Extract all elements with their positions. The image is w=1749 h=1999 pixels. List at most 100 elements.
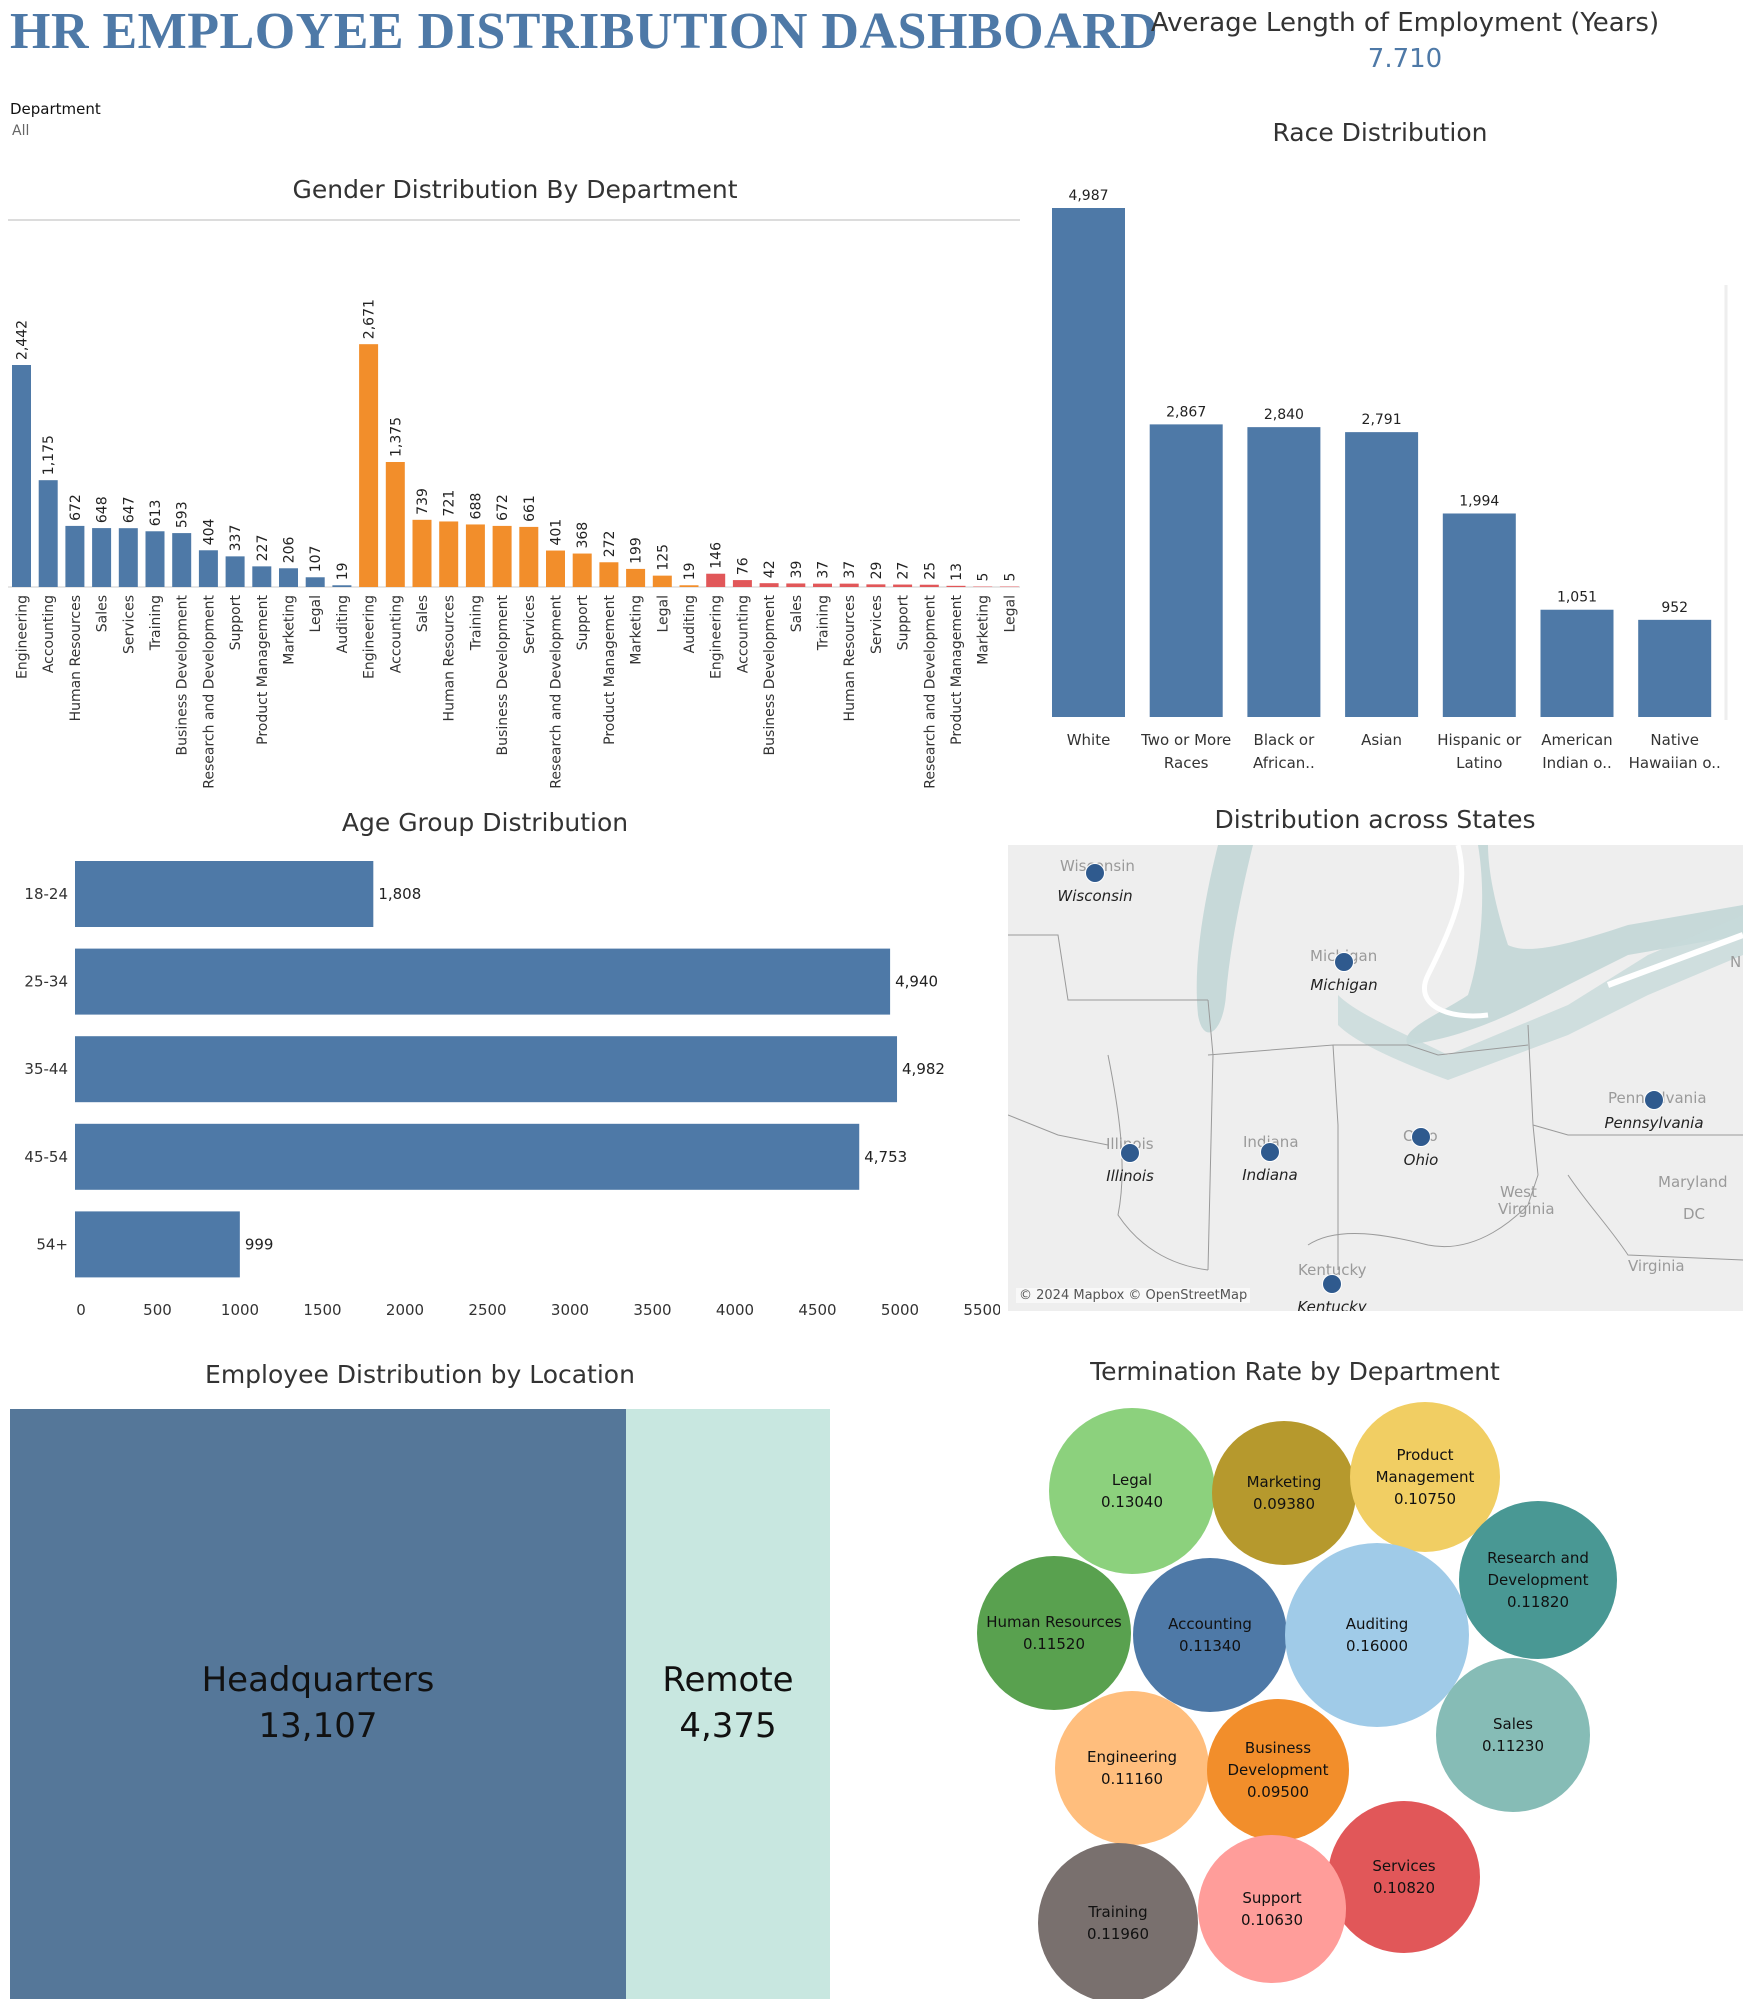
termination-bubble[interactable]: Sales 0.11230	[1436, 1658, 1590, 1812]
termination-bubble[interactable]: Engineering 0.11160	[1055, 1691, 1209, 1845]
bubble-value: 0.11960	[1087, 1925, 1149, 1943]
race-bar-label: 952	[1661, 600, 1688, 616]
state-marker[interactable]	[1260, 1142, 1280, 1162]
gender-bar[interactable]	[92, 528, 112, 587]
race-bar-label: 2,867	[1166, 404, 1206, 420]
gender-bar[interactable]	[839, 583, 859, 587]
gender-bar[interactable]	[572, 553, 592, 587]
gender-bar[interactable]	[38, 480, 58, 587]
gender-tick-label: Legal	[655, 595, 671, 633]
gender-bar[interactable]	[492, 525, 512, 587]
gender-bar[interactable]	[946, 585, 966, 587]
gender-bar[interactable]	[252, 566, 272, 587]
bubble-label: Services	[1372, 1857, 1435, 1875]
gender-bar[interactable]	[172, 533, 192, 587]
state-marker[interactable]	[1120, 1143, 1140, 1163]
gender-bar-label: 107	[308, 546, 324, 573]
age-category-label: 25-34	[24, 973, 68, 991]
states-map[interactable]: Wisconsin Michigan Illinois Indiana Ohio Penn…	[1008, 845, 1743, 1311]
termination-bubble[interactable]: Product Management 0.10750	[1350, 1402, 1500, 1552]
gender-bar[interactable]	[652, 575, 672, 587]
termination-bubble[interactable]: Services 0.10820	[1328, 1801, 1480, 1953]
gender-bar[interactable]	[465, 524, 485, 587]
gender-bar[interactable]	[866, 584, 886, 587]
gender-bar[interactable]	[279, 568, 298, 587]
state-marker[interactable]	[1085, 863, 1105, 883]
gender-bar[interactable]	[679, 585, 699, 587]
gender-bar[interactable]	[385, 462, 405, 587]
termination-bubble[interactable]: Business Development 0.09500	[1207, 1699, 1349, 1841]
state-marker[interactable]	[1334, 952, 1354, 972]
gender-bar[interactable]	[893, 584, 913, 587]
gender-bar[interactable]	[759, 583, 779, 587]
treemap-headquarters[interactable]: Headquarters 13,107	[10, 1409, 626, 1999]
gender-bar-label: 5	[1002, 573, 1018, 582]
gender-tick-label: Marketing	[976, 595, 992, 665]
race-bar[interactable]	[1149, 424, 1223, 717]
state-marker[interactable]	[1411, 1127, 1431, 1147]
gender-tick-label: Marketing	[629, 595, 645, 665]
gender-bar[interactable]	[412, 519, 432, 587]
termination-bubble[interactable]: Accounting 0.11340	[1133, 1558, 1287, 1712]
gender-bar[interactable]	[706, 573, 726, 587]
age-bar[interactable]	[75, 1123, 860, 1190]
age-bar[interactable]	[75, 1211, 240, 1278]
gender-tick-label: Research and Development	[549, 594, 565, 788]
gender-tick-label: Auditing	[335, 595, 351, 653]
gender-bar[interactable]	[546, 550, 565, 587]
bubble-label: Accounting	[1168, 1615, 1252, 1633]
gender-bar[interactable]	[332, 585, 352, 587]
age-bar[interactable]	[75, 948, 891, 1015]
department-filter-select[interactable]: All	[12, 123, 30, 139]
gender-tick-label: Marketing	[282, 595, 298, 665]
location-chart-title: Employee Distribution by Location	[205, 1360, 635, 1389]
treemap-remote[interactable]: Remote 4,375	[626, 1409, 830, 1999]
termination-bubble[interactable]: Support 0.10630	[1198, 1835, 1346, 1983]
state-marker[interactable]	[1322, 1274, 1342, 1294]
gender-bar[interactable]	[198, 550, 218, 587]
race-bar[interactable]	[1442, 513, 1516, 717]
gender-bar[interactable]	[439, 521, 459, 587]
gender-bar[interactable]	[813, 583, 832, 587]
termination-bubble[interactable]: Legal 0.13040	[1049, 1408, 1215, 1574]
map-attribution[interactable]: © 2024 Mapbox © OpenStreetMap	[1016, 1288, 1251, 1303]
gender-bar[interactable]	[225, 556, 245, 587]
gender-bar[interactable]	[65, 525, 85, 587]
gender-bar[interactable]	[919, 584, 939, 587]
termination-bubble[interactable]: Human Resources 0.11520	[977, 1556, 1131, 1710]
race-bar[interactable]	[1247, 427, 1321, 717]
gender-bar[interactable]	[305, 577, 325, 587]
race-bar[interactable]	[1052, 208, 1125, 717]
map-place-label: N	[1730, 953, 1742, 971]
gender-tick-label: Services	[121, 595, 137, 654]
race-bar[interactable]	[1345, 432, 1419, 717]
gender-bar[interactable]	[359, 344, 379, 587]
termination-bubble[interactable]: Auditing 0.16000	[1285, 1543, 1469, 1727]
age-bar[interactable]	[75, 1036, 898, 1103]
gender-bar[interactable]	[626, 568, 646, 587]
state-marker[interactable]	[1644, 1090, 1664, 1110]
gender-bar[interactable]	[12, 365, 31, 587]
gender-bar[interactable]	[732, 580, 752, 587]
gender-bar-label: 37	[816, 561, 832, 579]
gender-bar-label: 688	[468, 493, 484, 520]
gender-bar[interactable]	[519, 526, 539, 587]
race-bar[interactable]	[1540, 609, 1614, 717]
gender-bar-label: 19	[335, 562, 351, 580]
termination-bubble[interactable]: Research and Development 0.11820	[1459, 1501, 1617, 1659]
bubble-label: Sales	[1493, 1715, 1533, 1733]
gender-bar-label: 146	[709, 542, 725, 569]
gender-bar[interactable]	[599, 562, 619, 587]
termination-bubble[interactable]: Training 0.11960	[1038, 1843, 1198, 1999]
age-axis-tick: 4500	[798, 1301, 836, 1319]
termination-bubble[interactable]: Marketing 0.09380	[1212, 1421, 1356, 1565]
gender-bar[interactable]	[786, 583, 806, 587]
age-bar[interactable]	[75, 861, 374, 927]
gender-bar[interactable]	[118, 528, 138, 587]
race-bar[interactable]	[1638, 619, 1712, 717]
gender-bar-label: 739	[415, 488, 431, 515]
race-tick-label: Black or	[1254, 731, 1316, 749]
gender-tick-label: Human Resources	[68, 595, 84, 721]
gender-bar-label: 37	[842, 561, 858, 579]
gender-bar[interactable]	[145, 531, 165, 587]
